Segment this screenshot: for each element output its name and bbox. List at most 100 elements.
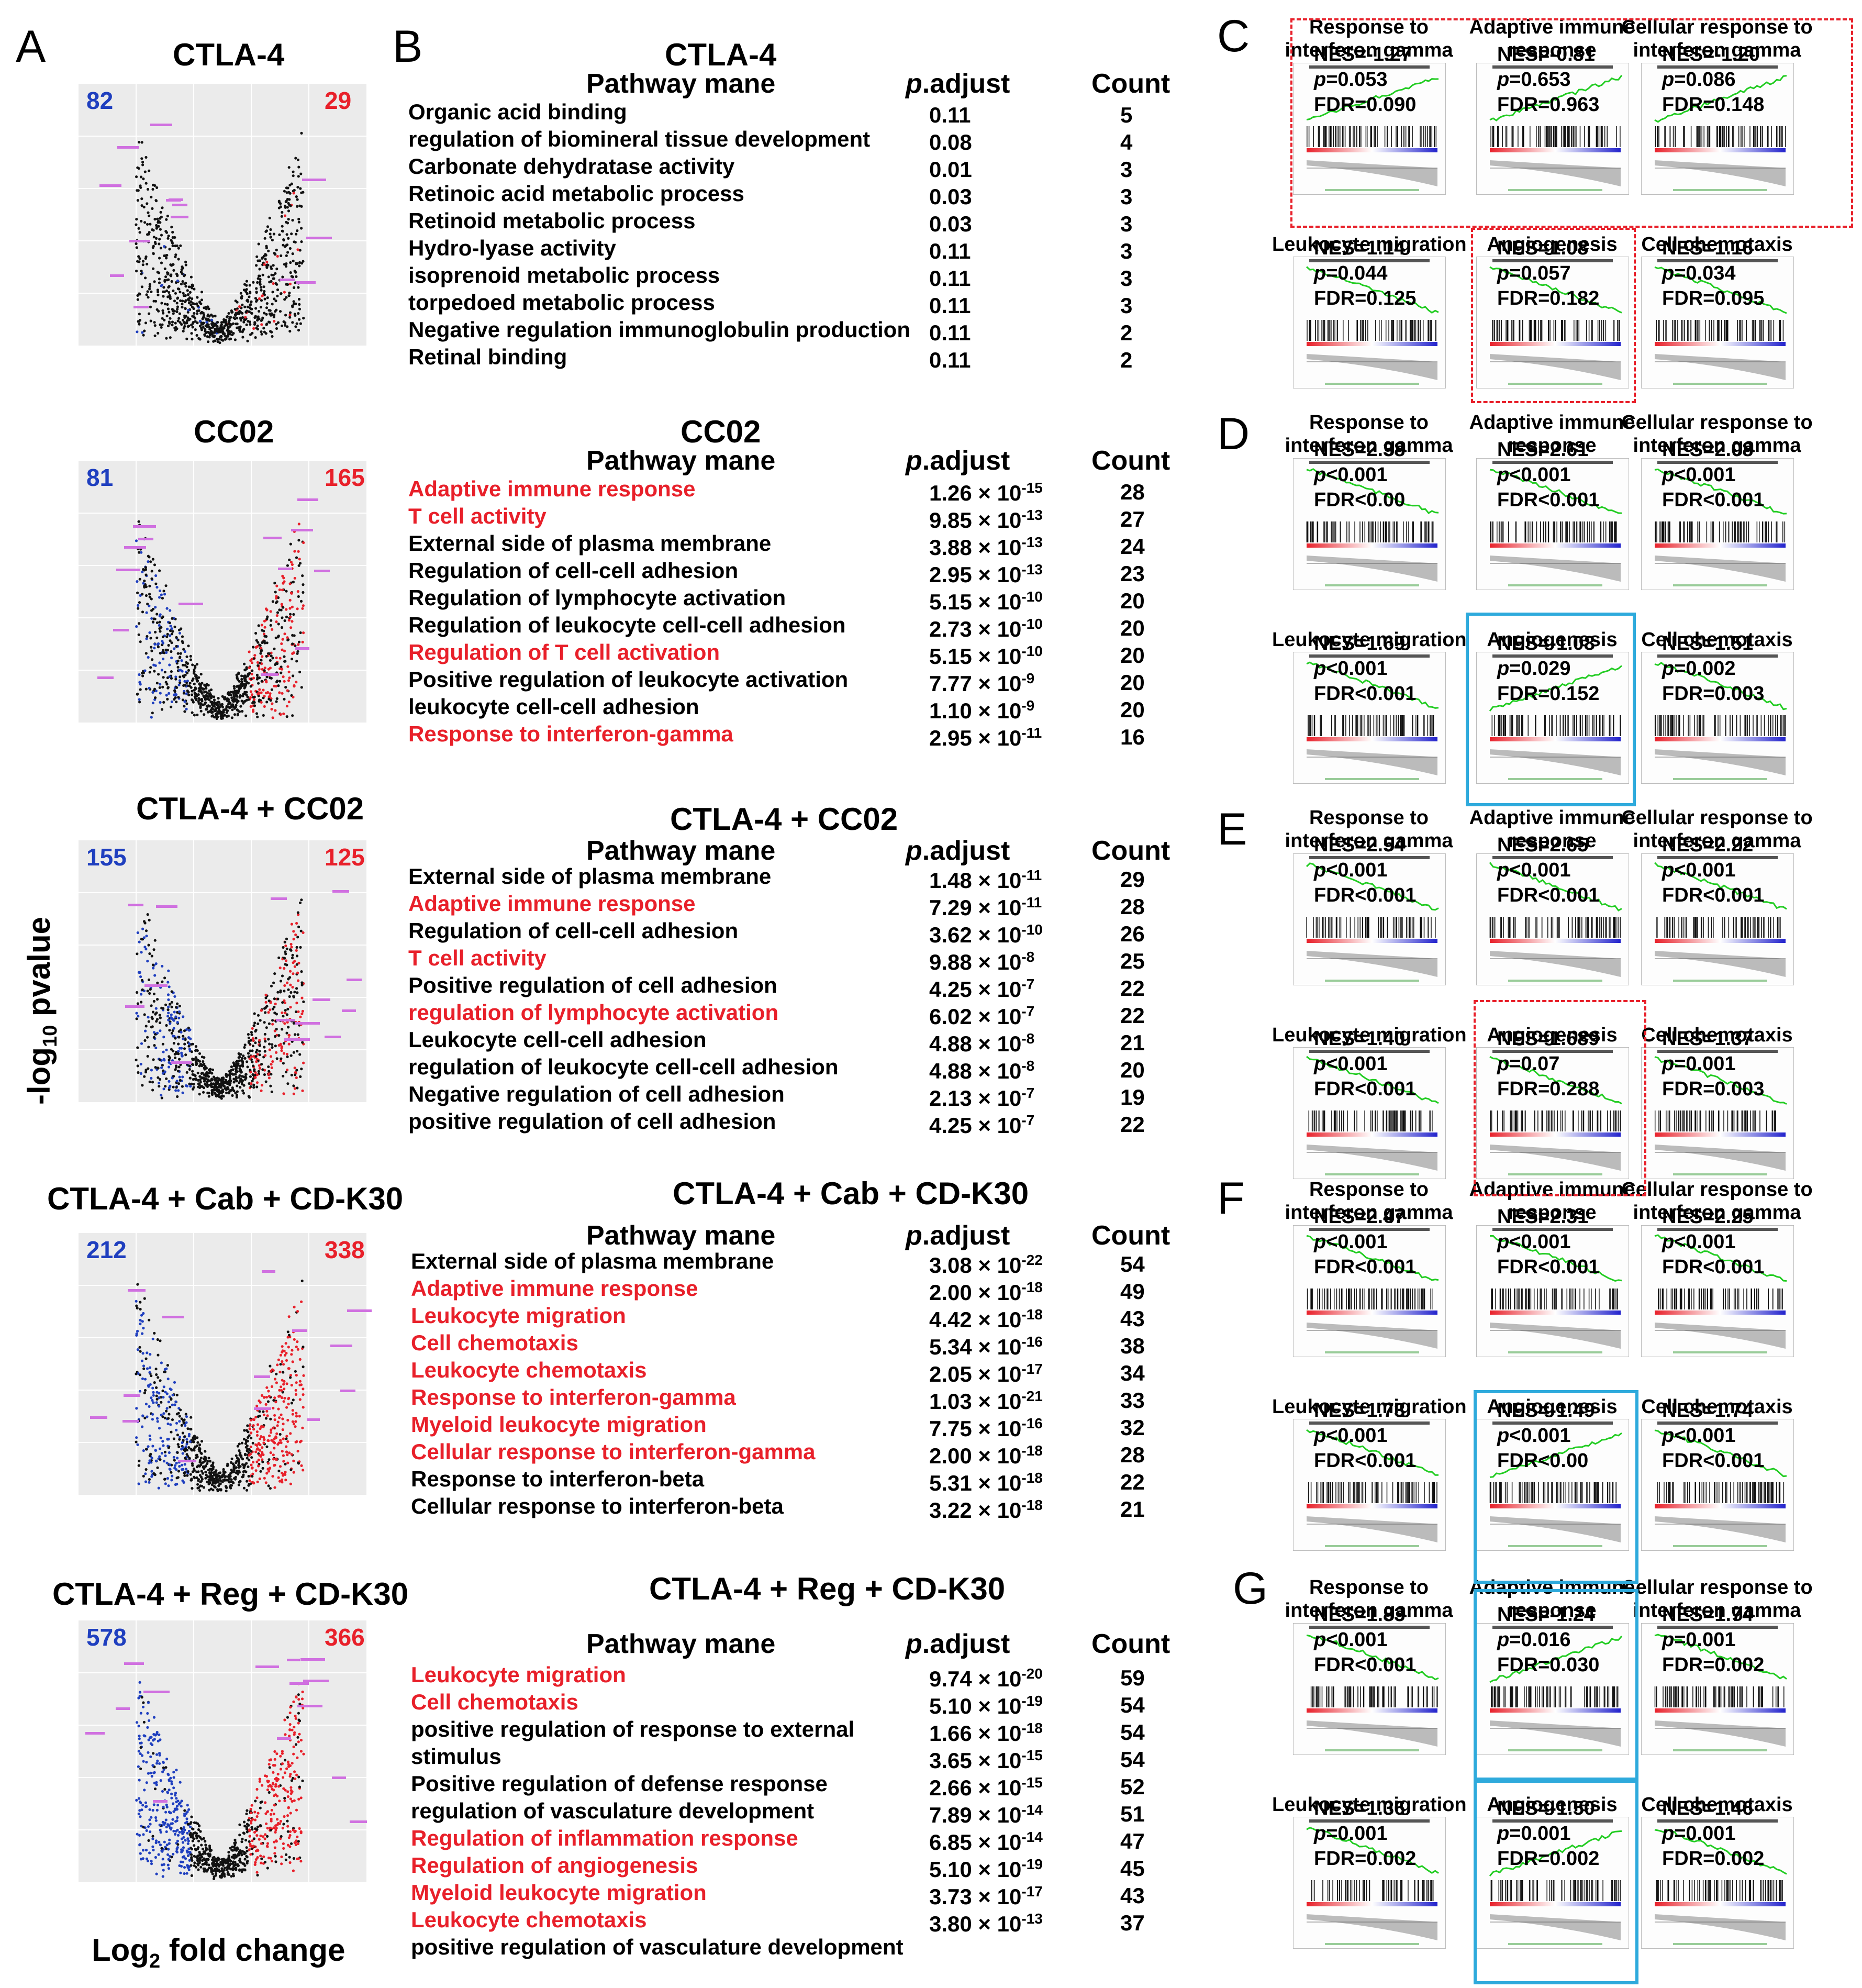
volcano-point	[170, 700, 173, 703]
volcano-point	[283, 1815, 286, 1818]
volcano-point	[167, 1018, 170, 1021]
volcano-point	[150, 195, 153, 198]
volcano-point	[263, 1837, 266, 1840]
volcano-point	[156, 1338, 159, 1341]
volcano-point	[276, 254, 279, 258]
volcano-point	[287, 166, 291, 169]
volcano-point	[135, 223, 138, 226]
padj-mantissa: 0.11	[929, 239, 971, 263]
volcano-point	[161, 635, 164, 639]
volcano-point	[260, 647, 263, 650]
pathway-name: External side of plasma membrane	[408, 531, 772, 556]
volcano-point	[260, 691, 263, 694]
volcano-point	[147, 978, 151, 981]
volcano-point	[227, 699, 230, 703]
volcano-point	[302, 1374, 305, 1377]
volcano-point	[230, 1072, 233, 1075]
volcano-point	[167, 1484, 170, 1487]
volcano-point	[290, 923, 293, 926]
volcano-point	[265, 306, 269, 309]
volcano-point	[148, 1818, 151, 1822]
volcano-point	[244, 675, 248, 679]
volcano-point	[147, 1445, 150, 1448]
volcano-point	[259, 283, 262, 286]
volcano-point	[148, 1366, 152, 1369]
volcano-plot: 212 338	[58, 1228, 372, 1526]
volcano-point	[180, 1047, 183, 1050]
volcano-point	[231, 1462, 235, 1465]
volcano-point	[195, 303, 198, 306]
volcano-point	[199, 1484, 202, 1487]
volcano-point	[178, 1004, 181, 1008]
pathway-name: Leukocyte chemotaxis	[411, 1907, 647, 1932]
volcano-point	[168, 1842, 171, 1845]
volcano-point	[154, 606, 157, 609]
volcano-point	[292, 972, 295, 975]
padj-mantissa: 5.15 × 10	[929, 590, 1022, 614]
volcano-point	[259, 1806, 262, 1809]
volcano-point	[273, 997, 276, 1001]
volcano-point	[287, 191, 291, 194]
volcano-point	[263, 695, 266, 698]
volcano-point	[136, 991, 139, 994]
volcano-point	[196, 1441, 199, 1444]
volcano-point	[199, 1451, 203, 1454]
volcano-point	[154, 1856, 157, 1859]
volcano-point	[256, 1447, 259, 1450]
volcano-point	[203, 306, 206, 309]
volcano-point	[252, 1428, 255, 1431]
volcano-point	[206, 1080, 209, 1083]
volcano-point	[243, 662, 246, 665]
gene-label-mark	[314, 570, 330, 572]
volcano-point	[285, 1013, 289, 1016]
volcano-point	[295, 1076, 298, 1079]
volcano-point	[176, 1457, 179, 1460]
volcano-point	[153, 670, 156, 673]
volcano-point	[147, 1772, 150, 1775]
volcano-point	[170, 1780, 173, 1783]
volcano-point	[250, 1804, 253, 1807]
volcano-point	[249, 705, 252, 708]
count-value: 28	[1120, 894, 1145, 919]
volcano-point	[183, 1828, 186, 1831]
volcano-point	[179, 299, 182, 302]
volcano-point	[193, 714, 196, 717]
volcano-point	[185, 1071, 188, 1074]
volcano-point	[274, 282, 277, 285]
padj-exponent: -15	[1021, 1747, 1043, 1763]
padj-mantissa: 0.11	[929, 348, 971, 372]
volcano-point	[191, 711, 194, 714]
volcano-point	[250, 672, 253, 676]
volcano-point	[296, 971, 299, 974]
volcano-point	[146, 1036, 149, 1039]
volcano-point	[146, 960, 149, 963]
volcano-point	[190, 1082, 193, 1085]
count-value: 54	[1120, 1252, 1145, 1276]
volcano-point	[202, 687, 205, 691]
volcano-point	[169, 1828, 173, 1831]
volcano-point	[192, 1086, 195, 1089]
volcano-point	[187, 1435, 191, 1438]
volcano-point	[222, 1869, 226, 1872]
volcano-point	[255, 1434, 259, 1437]
volcano-point	[269, 676, 272, 680]
volcano-point	[173, 1381, 176, 1384]
volcano-point	[182, 327, 185, 330]
volcano-point	[279, 1439, 282, 1442]
volcano-point	[171, 1474, 174, 1478]
volcano-point	[140, 551, 143, 554]
volcano-point	[254, 1416, 258, 1419]
volcano-point	[139, 1318, 142, 1322]
volcano-point	[276, 1794, 279, 1797]
volcano-point	[284, 952, 287, 956]
padj-exponent: -14	[1021, 1829, 1043, 1845]
volcano-point	[296, 936, 299, 939]
volcano-point	[250, 1055, 253, 1058]
volcano-point	[162, 1863, 165, 1866]
volcano-point	[253, 1068, 256, 1071]
volcano-point	[174, 1400, 177, 1403]
volcano-point	[177, 1036, 181, 1039]
volcano-point	[282, 243, 285, 247]
volcano-point	[207, 340, 210, 343]
volcano-point	[270, 1063, 273, 1066]
